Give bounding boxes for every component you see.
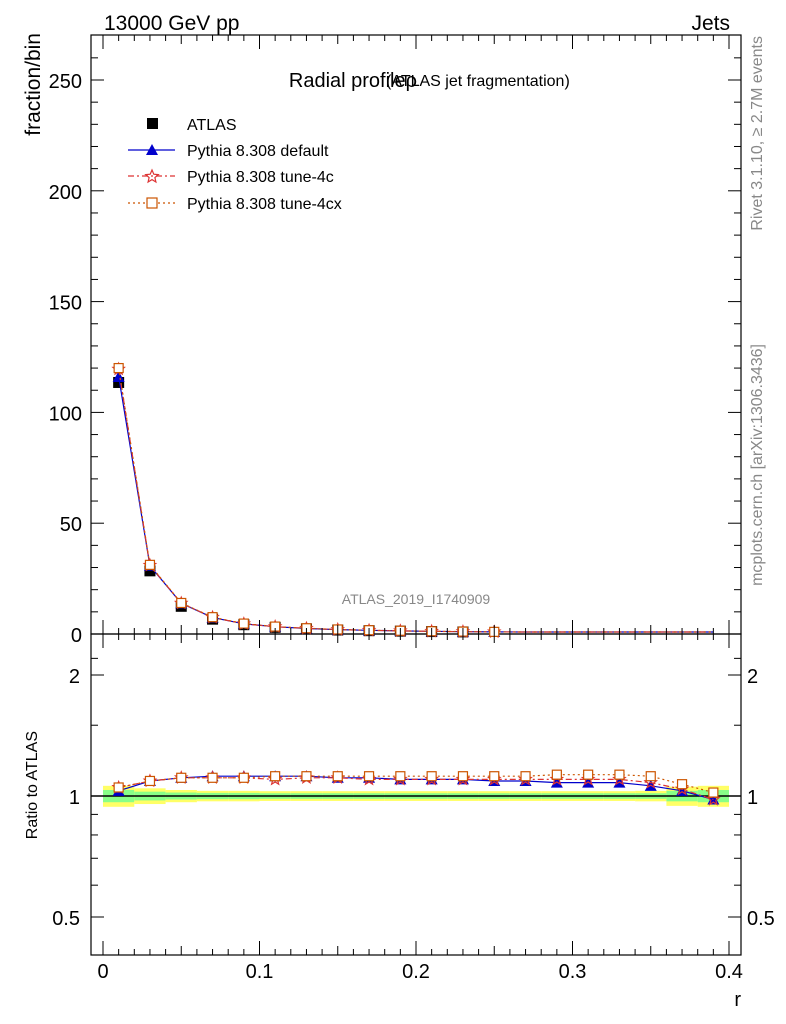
- main-series-3-point: [207, 612, 218, 623]
- ratio-y-axis-label: Ratio to ATLAS: [24, 731, 41, 839]
- ratio-series-2-point: [207, 772, 218, 783]
- ratio-y-tick-label: 1: [69, 787, 80, 809]
- ratio-y-tick-label-right: 0.5: [747, 908, 775, 930]
- ratio-series-2-point: [238, 772, 249, 783]
- ratio-y-tick-label: 0.5: [52, 908, 80, 930]
- x-tick-label: 0: [97, 961, 108, 983]
- analysis-watermark: ATLAS_2019_I1740909: [342, 591, 491, 607]
- ratio-series-line-1: [118, 777, 714, 801]
- ratio-y-tick-label: 2: [69, 666, 80, 688]
- main-series-0-point: [113, 376, 125, 388]
- header-category-label: Jets: [691, 12, 730, 35]
- main-series-0-point: [144, 565, 156, 577]
- ratio-series-2-point: [489, 771, 500, 782]
- ratio-plot-layer: [91, 769, 741, 807]
- legend-tune4c-marker: [144, 168, 160, 184]
- main-plot-subtitle: (ATLAS jet fragmentation): [386, 73, 570, 90]
- main-y-tick-label: 250: [49, 71, 82, 93]
- legend-default-marker: [146, 144, 158, 155]
- main-series-line-3: [118, 368, 714, 633]
- ratio-series-2-point: [363, 771, 375, 782]
- legend: ATLAS Pythia 8.308 default Pythia 8.308 …: [128, 117, 342, 213]
- main-y-tick-label: 50: [60, 514, 82, 536]
- x-tick-label: 0.2: [402, 961, 430, 983]
- ratio-series-2-point: [520, 771, 531, 782]
- main-y-tick-label: 0: [71, 625, 82, 647]
- ratio-series-2-point: [551, 769, 562, 780]
- ratio-series-2-point: [395, 771, 406, 782]
- ratio-series-2-point: [332, 771, 343, 782]
- ratio-y-tick-label-right: 2: [747, 666, 758, 688]
- ratio-series-2-point: [676, 779, 688, 790]
- main-plot-title: Radial profileρ: [289, 70, 417, 92]
- main-y-tick-label: 150: [49, 293, 82, 315]
- ratio-series-2-point: [144, 775, 156, 787]
- legend-tune4c-label: Pythia 8.308 tune-4c: [187, 169, 334, 186]
- x-tick-label: 0.1: [246, 961, 274, 983]
- main-series-1-point: [112, 370, 125, 382]
- axes-layer: 0 50 100 150 200 250 0 0.1 0.2 0.3 0.4 0.5 0.5 1 1 2 2: [49, 35, 775, 983]
- ratio-series-2-point: [457, 771, 469, 782]
- main-series-3-point: [144, 559, 156, 570]
- x-tick-label: 0.4: [715, 961, 743, 983]
- ratio-series-2-point: [176, 772, 187, 783]
- legend-tune4cx-label: Pythia 8.308 tune-4cx: [187, 196, 342, 213]
- legend-atlas-marker: [147, 118, 158, 129]
- ratio-series-2-point: [113, 782, 124, 793]
- legend-atlas-label: ATLAS: [187, 117, 237, 134]
- ratio-series-line-2: [118, 774, 714, 794]
- ratio-series-2-point: [708, 787, 719, 798]
- ratio-series-2-point: [645, 771, 656, 782]
- main-y-axis-label: fraction/bin: [22, 33, 45, 136]
- header-energy-label: 13000 GeV pp: [104, 12, 239, 35]
- ratio-series-2-point: [270, 771, 281, 782]
- x-tick-label: 0.3: [559, 961, 587, 983]
- rivet-version-label: Rivet 3.1.10, ≥ 2.7M events: [749, 36, 766, 231]
- main-series-3-point: [238, 618, 249, 629]
- main-series-3-point: [113, 362, 124, 374]
- main-y-tick-label: 200: [49, 182, 82, 204]
- x-axis-label: r: [734, 989, 741, 1011]
- main-series-3-point: [176, 597, 187, 609]
- ratio-y-tick-label-right: 1: [747, 787, 758, 809]
- ratio-series-2-point: [614, 769, 625, 780]
- ratio-series-2-point: [583, 769, 594, 780]
- ratio-series-2-point: [301, 771, 312, 782]
- main-y-tick-label: 100: [49, 403, 82, 425]
- ratio-series-2-point: [426, 771, 437, 782]
- legend-default-label: Pythia 8.308 default: [187, 143, 329, 160]
- legend-tune4cx-marker: [146, 197, 158, 209]
- mcplots-citation-label: mcplots.cern.ch [arXiv:1306.3436]: [749, 344, 766, 586]
